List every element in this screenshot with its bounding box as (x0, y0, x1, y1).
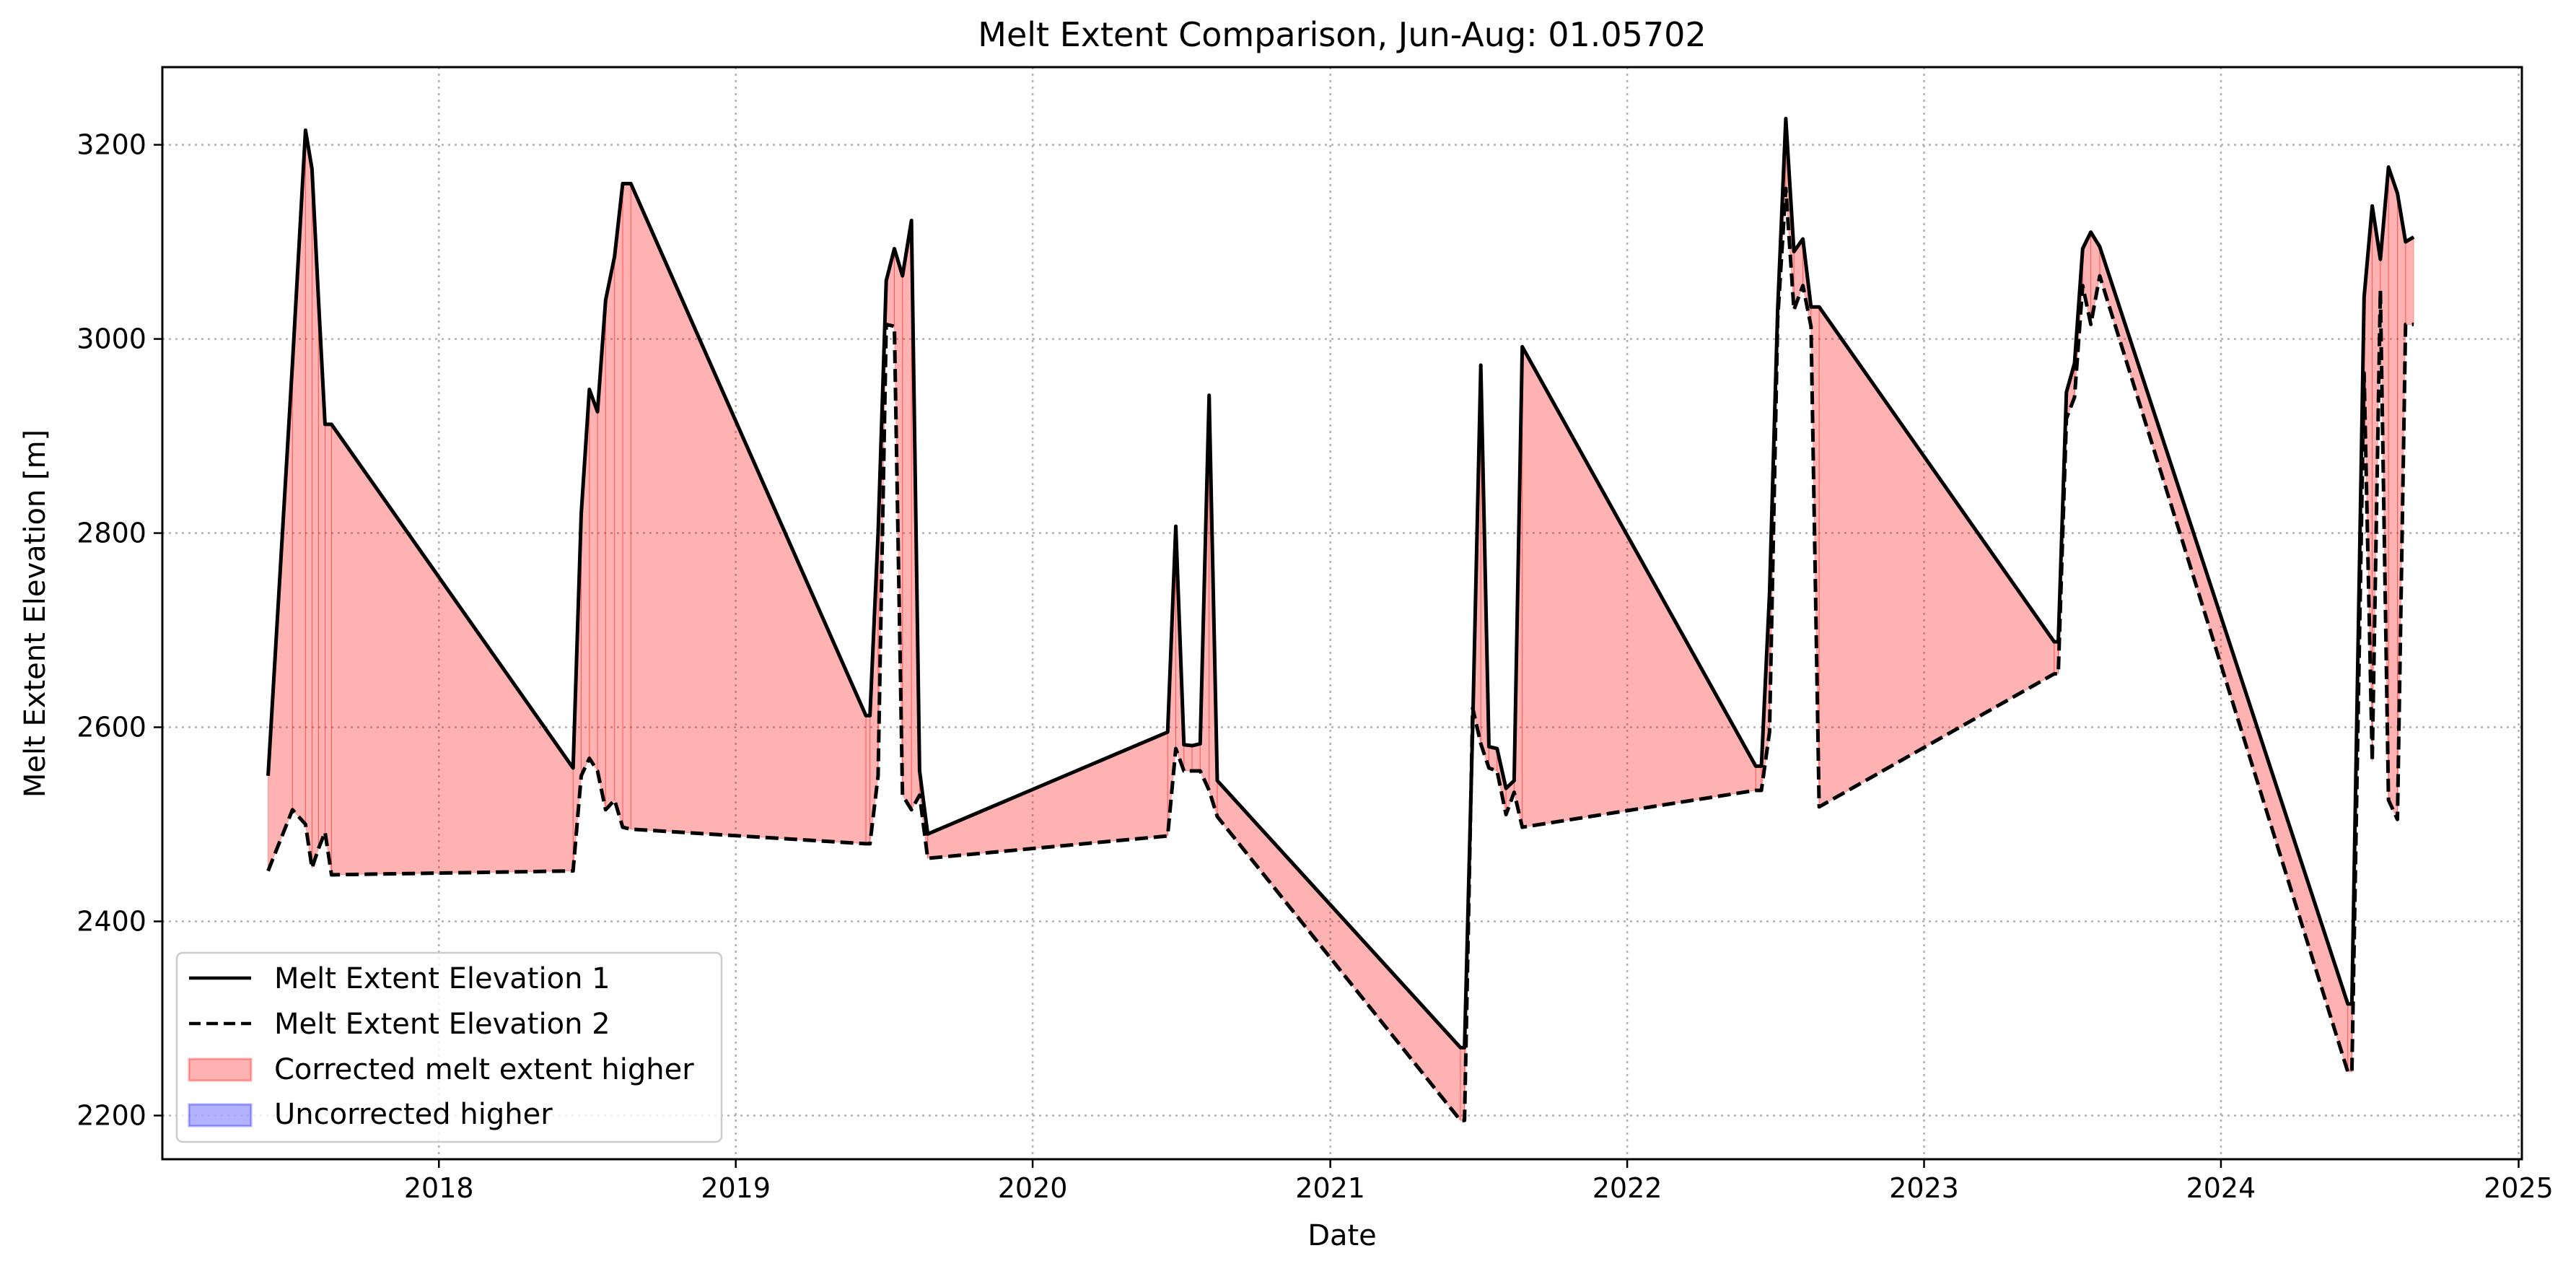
x-tick-label: 2025 (2484, 1172, 2554, 1204)
corrected-higher-fill (865, 715, 871, 845)
corrected-higher-fill (622, 183, 631, 830)
corrected-higher-fill (2405, 236, 2414, 325)
corrected-higher-fill (2388, 167, 2398, 820)
x-tick-label: 2019 (701, 1172, 771, 1204)
legend-label-series-2: Melt Extent Elevation 2 (274, 1008, 610, 1041)
legend-label-uncorrected: Uncorrected higher (274, 1098, 553, 1131)
plot-frame (161, 66, 2523, 1161)
x-tick-label: 2020 (998, 1172, 1068, 1204)
y-tick-label: 2800 (76, 518, 146, 549)
x-tick-label: 2023 (1889, 1172, 1959, 1204)
y-tick-label: 3000 (76, 323, 146, 355)
y-axis-label: Melt Extent Elevation [m] (19, 429, 52, 798)
series-line-melt-extent-elevation-1 (266, 116, 2415, 1050)
legend-box (175, 951, 723, 1143)
legend-swatch-corrected (188, 1057, 253, 1082)
series-line-melt-extent-elevation-2 (266, 186, 2414, 1122)
y-tick-label: 3200 (76, 129, 146, 161)
legend-label-series-1: Melt Extent Elevation 1 (274, 962, 610, 995)
y-axis-ticks: 2200 2400 2600 2800 3000 3200 (76, 129, 162, 1131)
corrected-higher-fill (324, 424, 332, 876)
grid-lines (162, 67, 2522, 1159)
x-tick-label: 2022 (1593, 1172, 1662, 1204)
legend-label-corrected: Corrected melt extent higher (274, 1053, 694, 1086)
corrected-higher-fill (1183, 744, 1193, 772)
x-axis-ticks: 2018 2019 2020 2021 2022 2023 2024 2025 (404, 1159, 2554, 1204)
corrected-higher-fill (305, 130, 312, 868)
legend: Melt Extent Elevation 1 Melt Extent Elev… (175, 951, 723, 1143)
y-tick-label: 2600 (76, 712, 146, 743)
corrected-higher-fill (902, 220, 912, 811)
x-axis-label: Date (1307, 1219, 1377, 1252)
legend-swatch-uncorrected (188, 1103, 253, 1127)
corrected-higher-fill (614, 183, 623, 828)
corrected-higher-fill (605, 256, 615, 811)
corrected-higher-fill (1191, 743, 1201, 772)
series-lines (266, 116, 2415, 1122)
x-tick-label: 2021 (1295, 1172, 1365, 1204)
x-tick-label: 2024 (2186, 1172, 2256, 1204)
x-tick-label: 2018 (404, 1172, 474, 1204)
y-tick-label: 2400 (76, 906, 146, 938)
corrected-higher-fill (589, 389, 598, 772)
chart-title: Melt Extent Comparison, Jun-Aug: 01.0570… (978, 15, 1706, 54)
y-tick-label: 2200 (76, 1099, 146, 1131)
